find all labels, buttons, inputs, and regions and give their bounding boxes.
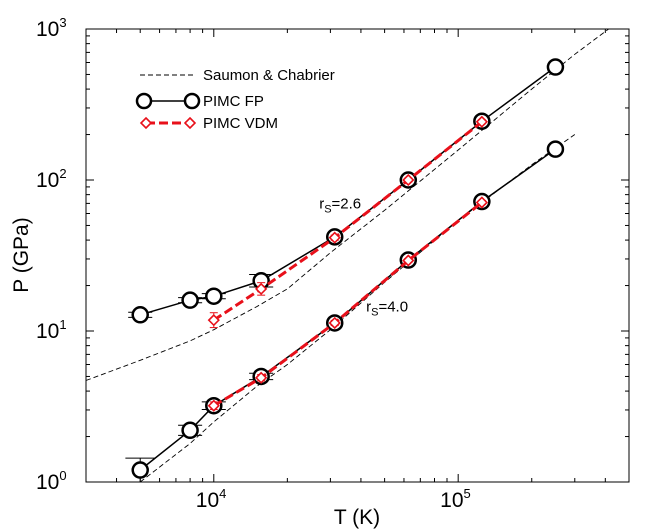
fp-point <box>546 58 565 76</box>
fp-point <box>205 287 223 305</box>
series-vdm-rs26 <box>207 115 488 329</box>
y-tick-label: 100 <box>36 468 67 494</box>
plot-frame <box>85 28 630 483</box>
x-tick-label: 105 <box>440 486 471 512</box>
legend-marker-vdm-right <box>183 116 197 130</box>
vdm-point <box>207 314 220 327</box>
series-vdm-rs40 <box>207 196 488 412</box>
vdm-point <box>255 371 268 384</box>
vdm-point <box>475 196 488 209</box>
annotation-rs-4-0: rS=4.0 <box>366 298 408 318</box>
series-saumon-rs26 <box>86 29 610 381</box>
fp-point <box>131 461 149 479</box>
vdm-point <box>328 231 341 244</box>
annotation-rs-2-6: rS=2.6 <box>319 195 361 215</box>
vdm-point <box>328 316 341 330</box>
y-tick-label: 103 <box>36 15 67 41</box>
y-tick-label: 102 <box>36 166 67 192</box>
y-axis-title: P (GPa) <box>10 217 33 292</box>
y-tick-label: 101 <box>36 317 67 343</box>
x-tick-label: 104 <box>196 486 227 512</box>
vdm-point <box>402 173 415 187</box>
series-saumon-rs40 <box>139 134 576 482</box>
legend-marker-vdm-left <box>139 116 153 130</box>
axis-ticks <box>85 28 630 483</box>
fp-point <box>131 306 149 324</box>
fp-point <box>546 140 565 158</box>
fp-point <box>181 291 199 309</box>
legend-label-saumon: Saumon & Chabrier <box>203 67 335 84</box>
fp-point <box>181 421 199 440</box>
legend-marker-fp-right <box>183 92 201 110</box>
legend-marker-fp-left <box>135 92 153 110</box>
vdm-point <box>207 399 220 412</box>
vdm-point <box>255 282 268 296</box>
series-layer <box>86 29 610 482</box>
line-vdm-rs26 <box>212 120 483 322</box>
vdm-point <box>475 115 488 128</box>
legend: Saumon & Chabrier PIMC FP PIMC VDM <box>135 67 335 132</box>
series-fp-rs40 <box>125 140 565 482</box>
tick-labels: 104 105 100 101 102 103 <box>36 15 471 512</box>
legend-label-vdm: PIMC VDM <box>203 115 278 132</box>
legend-label-fp: PIMC FP <box>203 93 264 110</box>
vdm-point <box>402 254 415 267</box>
x-axis-title: T (K) <box>334 506 380 529</box>
